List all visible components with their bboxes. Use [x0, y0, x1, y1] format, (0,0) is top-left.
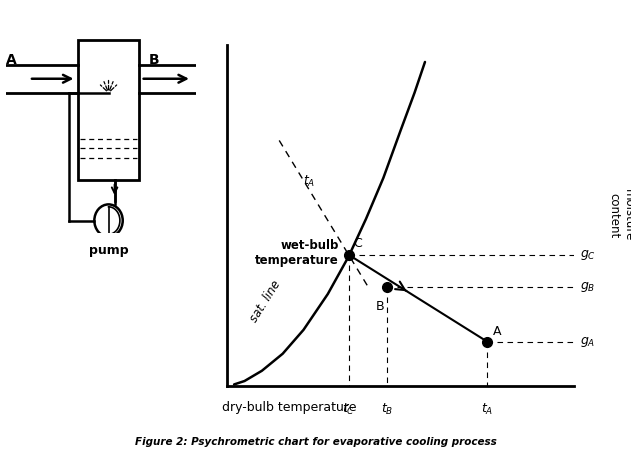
Text: wet-bulb
temperature: wet-bulb temperature [255, 239, 339, 267]
Text: A: A [6, 53, 17, 67]
Text: $t_B$: $t_B$ [380, 401, 393, 417]
Text: $t_A$: $t_A$ [303, 174, 315, 189]
Bar [78, 40, 139, 180]
Text: Figure 2: Psychrometric chart for evaporative cooling process: Figure 2: Psychrometric chart for evapor… [134, 437, 497, 447]
Text: pump: pump [89, 244, 128, 257]
Text: A: A [493, 325, 501, 338]
Text: B: B [376, 300, 385, 313]
Text: B: B [148, 53, 159, 67]
Text: $g_B$: $g_B$ [581, 280, 596, 294]
Text: $g_A$: $g_A$ [581, 335, 596, 349]
Text: dry-bulb temperature: dry-bulb temperature [222, 401, 357, 414]
Text: $t_A$: $t_A$ [481, 401, 493, 417]
Text: C: C [353, 237, 362, 250]
Text: sat. line: sat. line [247, 277, 283, 324]
Text: moisture
content: moisture content [607, 189, 631, 242]
Text: $t_C$: $t_C$ [342, 401, 355, 417]
Text: $g_C$: $g_C$ [581, 248, 596, 262]
